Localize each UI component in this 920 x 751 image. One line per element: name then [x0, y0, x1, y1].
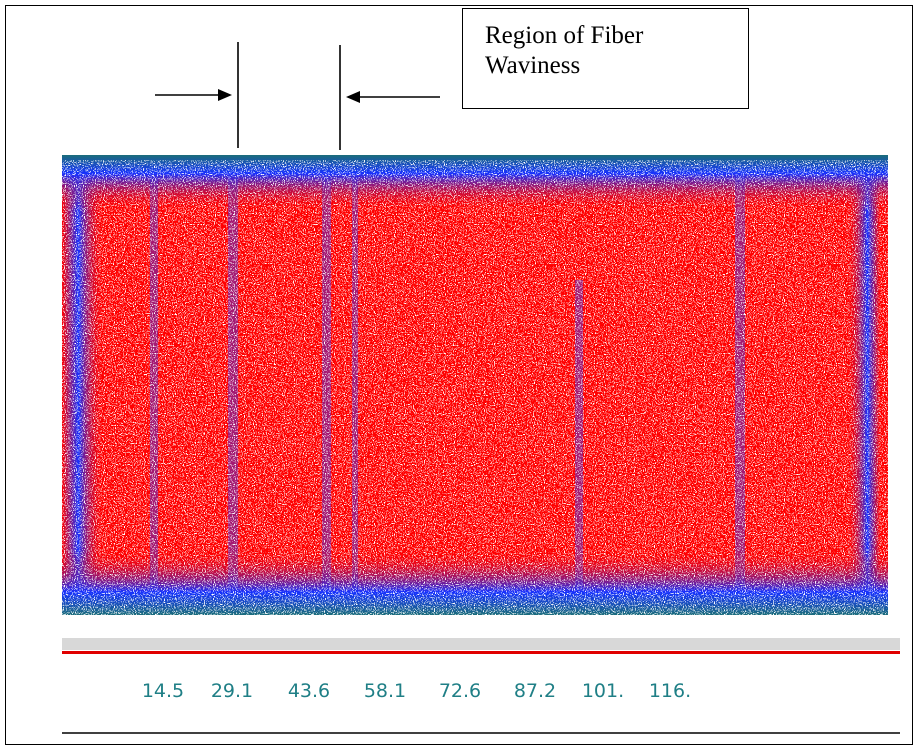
annotation-box: Region of Fiber Waviness	[462, 8, 749, 109]
annotation-arrows	[155, 42, 440, 150]
axis-label: 116.	[649, 680, 691, 702]
axis-labels: 14.5 29.1 43.6 58.1 72.6 87.2 101. 116.	[142, 680, 691, 702]
axis-label: 29.1	[211, 680, 253, 702]
axis-label: 72.6	[439, 680, 481, 702]
axis-label: 14.5	[142, 680, 184, 702]
axis-label: 58.1	[364, 680, 406, 702]
axis-label: 101.	[582, 680, 624, 702]
axis-label: 87.2	[514, 680, 556, 702]
figure-frame	[5, 5, 913, 745]
axis-label: 43.6	[288, 680, 330, 702]
scan-image	[62, 155, 900, 654]
